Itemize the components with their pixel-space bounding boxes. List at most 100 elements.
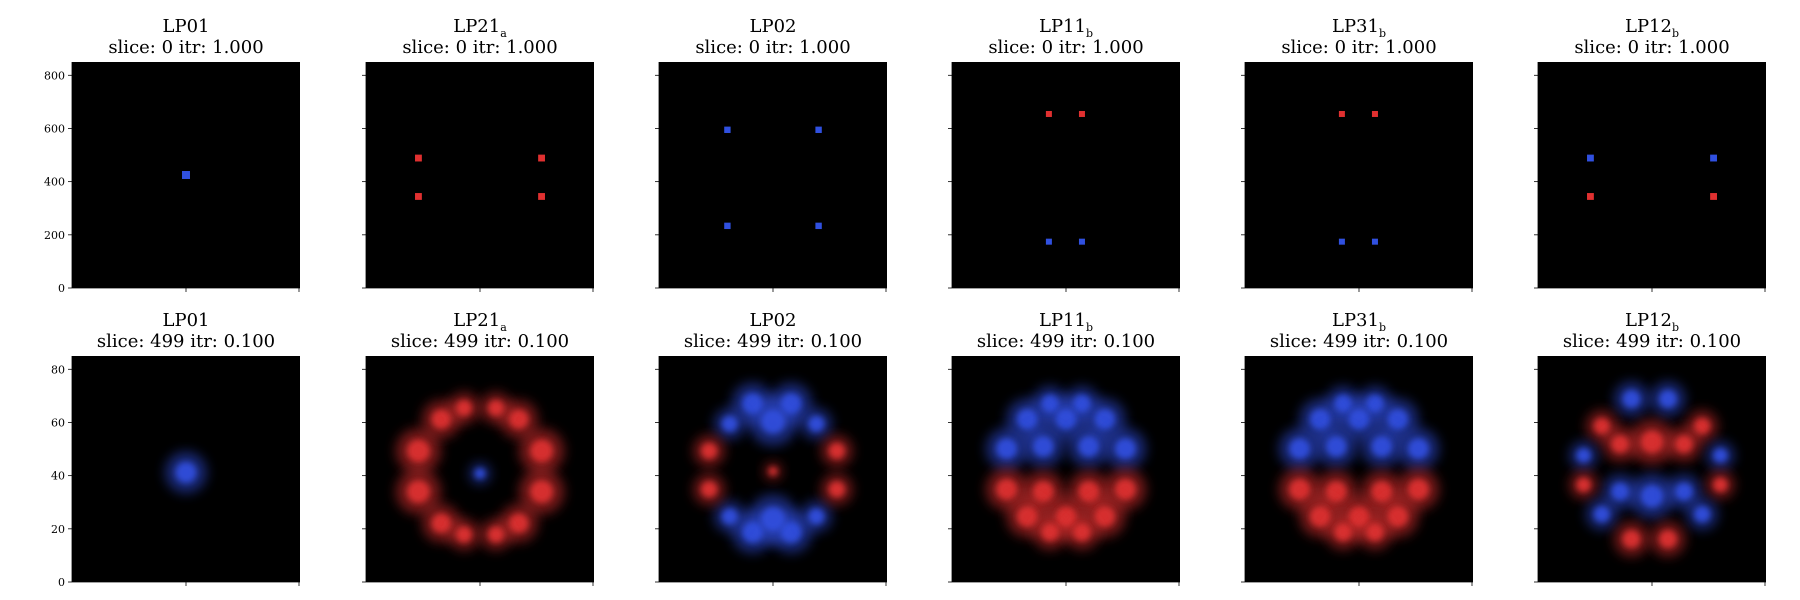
panel-caption: slice: 499 itr: 0.100 <box>391 331 569 352</box>
heatmap-spot <box>474 468 486 479</box>
heatmap-spot <box>1713 448 1728 463</box>
heatmap-spot <box>1587 193 1594 200</box>
heatmap-image <box>952 62 1180 288</box>
y-tick-label: 60 <box>51 416 65 429</box>
heatmap-spot <box>1611 435 1629 453</box>
heatmap-spot <box>431 409 451 429</box>
heatmap-spot <box>724 126 731 133</box>
heatmap-spot <box>1576 448 1591 463</box>
heatmap-spot <box>1371 110 1378 117</box>
y-tick-label: 80 <box>51 363 65 376</box>
panel-title-subscript: a <box>500 27 507 40</box>
heatmap-spot <box>1366 523 1384 541</box>
heatmap-spot <box>1371 238 1378 245</box>
heatmap-spot <box>175 462 197 483</box>
heatmap-spot <box>1640 485 1664 508</box>
heatmap-spot <box>1371 481 1393 502</box>
heatmap-spot <box>721 416 738 432</box>
heatmap-spot <box>1073 523 1091 541</box>
heatmap-spot <box>1694 506 1710 522</box>
heatmap-spot <box>1371 436 1393 457</box>
heatmap-spot <box>1078 110 1085 117</box>
panel-title-subscript: b <box>1672 321 1679 334</box>
heatmap-spot <box>761 506 785 531</box>
panel-title: LP01 <box>163 310 210 331</box>
heatmap-spot <box>1694 418 1710 434</box>
panel-caption: slice: 0 itr: 1.000 <box>695 37 850 58</box>
heatmap-spot <box>1045 110 1052 117</box>
heatmap-spot <box>1587 154 1594 162</box>
heatmap-spot <box>530 439 553 463</box>
heatmap-spot <box>1041 523 1059 541</box>
heatmap-image <box>1538 356 1766 582</box>
heatmap-spot <box>1055 409 1077 430</box>
heatmap-spot <box>509 409 529 429</box>
heatmap-spot <box>530 480 553 503</box>
heatmap-spot <box>808 508 825 525</box>
panel-caption: slice: 0 itr: 1.000 <box>1281 37 1436 58</box>
heatmap-spot <box>1094 409 1116 430</box>
heatmap-spot <box>538 193 545 200</box>
heatmap-spot <box>1078 436 1100 457</box>
panel-caption: slice: 0 itr: 1.000 <box>402 37 557 58</box>
panel-caption: slice: 0 itr: 1.000 <box>108 37 263 58</box>
heatmap-spot <box>701 481 717 498</box>
heatmap-spot <box>415 154 422 162</box>
heatmap-spot <box>1622 390 1641 408</box>
panel-title: LP21a <box>453 310 507 334</box>
panel-title: LP21a <box>453 16 507 40</box>
heatmap-spot <box>456 400 472 416</box>
panel-title-subscript: a <box>500 321 507 334</box>
heatmap-spot <box>1387 409 1409 430</box>
heatmap-spot <box>1078 238 1085 245</box>
heatmap-spot <box>1334 523 1352 541</box>
heatmap-spot <box>829 481 845 498</box>
y-tick-label: 0 <box>58 282 65 295</box>
y-tick-label: 0 <box>58 576 65 589</box>
heatmap-spot <box>1045 238 1052 245</box>
heatmap-spot <box>1032 436 1054 457</box>
heatmap-spot <box>996 479 1017 500</box>
panel-title: LP02 <box>750 16 797 37</box>
heatmap-image <box>1538 62 1766 288</box>
panel-caption: slice: 499 itr: 0.100 <box>97 331 275 352</box>
heatmap-spot <box>431 513 451 533</box>
heatmap-image <box>659 62 887 288</box>
heatmap-spot <box>1325 481 1347 502</box>
heatmap-spot <box>407 439 430 463</box>
heatmap-spot <box>1094 506 1116 527</box>
heatmap-spot <box>1675 435 1693 453</box>
heatmap-image <box>1245 356 1473 582</box>
heatmap-spot <box>488 400 504 416</box>
panel-title: LP12b <box>1625 310 1679 334</box>
heatmap-spot <box>415 193 422 200</box>
panel-caption: slice: 0 itr: 1.000 <box>988 37 1143 58</box>
heatmap-spot <box>815 222 822 230</box>
panel-title: LP31b <box>1332 310 1386 334</box>
heatmap-spot <box>1594 418 1610 434</box>
heatmap-spot <box>1115 479 1136 500</box>
heatmap-spot <box>1032 481 1054 502</box>
panel-title: LP31b <box>1332 16 1386 40</box>
heatmap-spot <box>1078 481 1100 502</box>
heatmap-spot <box>1622 530 1641 548</box>
heatmap-spot <box>1289 438 1310 459</box>
heatmap-spot <box>808 416 825 432</box>
panel-caption: slice: 499 itr: 0.100 <box>1563 331 1741 352</box>
y-tick-label: 40 <box>51 470 65 483</box>
y-tick-label: 20 <box>51 523 65 536</box>
heatmap-spot <box>456 526 472 543</box>
panel-title: LP12b <box>1625 16 1679 40</box>
heatmap-spot <box>1594 506 1610 522</box>
heatmap-spot <box>1408 479 1429 500</box>
heatmap-spot <box>1348 409 1370 430</box>
panel-title: LP01 <box>163 16 210 37</box>
